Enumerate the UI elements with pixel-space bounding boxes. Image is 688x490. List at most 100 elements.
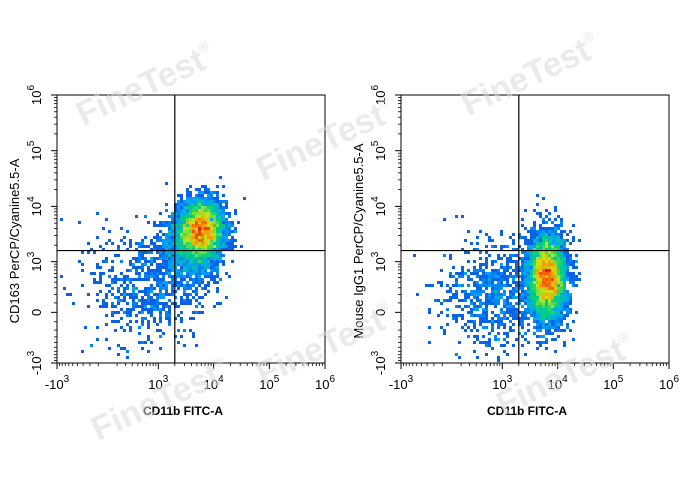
event-bin bbox=[189, 278, 192, 281]
event-bin bbox=[569, 293, 572, 296]
event-bin bbox=[177, 314, 180, 317]
event-bin bbox=[198, 275, 201, 278]
event-bin bbox=[476, 269, 479, 272]
event-bin bbox=[509, 326, 512, 329]
event-bin bbox=[491, 287, 494, 290]
event-bin bbox=[464, 290, 467, 293]
event-bin bbox=[533, 275, 536, 278]
event-bin bbox=[135, 272, 138, 275]
event-bin bbox=[180, 194, 183, 197]
event-bin bbox=[225, 221, 228, 224]
event-bin bbox=[123, 236, 126, 239]
event-bin bbox=[111, 293, 114, 296]
event-bin bbox=[533, 314, 536, 317]
event-bin bbox=[473, 293, 476, 296]
event-bin bbox=[518, 236, 521, 239]
event-bin bbox=[108, 239, 111, 242]
event-bin bbox=[213, 215, 216, 218]
event-bin bbox=[132, 290, 135, 293]
event-bin bbox=[521, 290, 524, 293]
event-bin bbox=[569, 254, 572, 257]
event-bin bbox=[189, 329, 192, 332]
event-bin bbox=[198, 281, 201, 284]
event-bin bbox=[213, 245, 216, 248]
event-bin bbox=[174, 239, 177, 242]
event-bin bbox=[207, 272, 210, 275]
event-bin bbox=[551, 251, 554, 254]
event-bin bbox=[554, 206, 557, 209]
event-bin bbox=[545, 347, 548, 350]
event-bin bbox=[192, 239, 195, 242]
event-bin bbox=[497, 293, 500, 296]
event-bin bbox=[476, 293, 479, 296]
event-bin bbox=[512, 293, 515, 296]
event-bin bbox=[491, 278, 494, 281]
event-bin bbox=[180, 248, 183, 251]
event-bin bbox=[503, 269, 506, 272]
event-bin bbox=[482, 326, 485, 329]
event-bin bbox=[521, 287, 524, 290]
event-bin bbox=[473, 248, 476, 251]
event-bin bbox=[198, 215, 201, 218]
event-bin bbox=[548, 236, 551, 239]
event-bin bbox=[96, 299, 99, 302]
event-bin bbox=[174, 251, 177, 254]
event-bin bbox=[189, 221, 192, 224]
event-bin bbox=[186, 254, 189, 257]
event-bin bbox=[521, 251, 524, 254]
event-bin bbox=[174, 218, 177, 221]
event-bin bbox=[485, 260, 488, 263]
event-bin bbox=[210, 227, 213, 230]
event-bin bbox=[524, 209, 527, 212]
event-bin bbox=[123, 311, 126, 314]
event-bin bbox=[144, 275, 147, 278]
event-bin bbox=[551, 263, 554, 266]
event-bin bbox=[458, 356, 461, 359]
event-bin bbox=[518, 257, 521, 260]
event-bin bbox=[201, 251, 204, 254]
event-bin bbox=[132, 305, 135, 308]
event-bin bbox=[524, 227, 527, 230]
event-bin bbox=[488, 320, 491, 323]
event-bin bbox=[497, 284, 500, 287]
event-bin bbox=[530, 233, 533, 236]
event-bin bbox=[216, 272, 219, 275]
event-bin bbox=[509, 260, 512, 263]
event-bin bbox=[497, 281, 500, 284]
event-bin bbox=[177, 305, 180, 308]
event-bin bbox=[231, 260, 234, 263]
y-tick-label: 0 bbox=[29, 309, 44, 316]
event-bin bbox=[156, 224, 159, 227]
event-bin bbox=[201, 236, 204, 239]
event-bin bbox=[135, 260, 138, 263]
event-bin bbox=[554, 308, 557, 311]
event-bin bbox=[219, 176, 222, 179]
event-bin bbox=[530, 281, 533, 284]
event-bin bbox=[210, 212, 213, 215]
event-bin bbox=[192, 281, 195, 284]
event-bin bbox=[548, 278, 551, 281]
event-bin bbox=[473, 341, 476, 344]
event-bin bbox=[165, 251, 168, 254]
event-bin bbox=[563, 299, 566, 302]
event-bin bbox=[159, 236, 162, 239]
event-bin bbox=[159, 311, 162, 314]
event-bin bbox=[461, 317, 464, 320]
event-bin bbox=[536, 302, 539, 305]
event-bin bbox=[563, 230, 566, 233]
event-bin bbox=[114, 320, 117, 323]
event-bin bbox=[533, 263, 536, 266]
event-bin bbox=[180, 260, 183, 263]
event-bin bbox=[476, 236, 479, 239]
event-bin bbox=[452, 293, 455, 296]
event-bin bbox=[228, 242, 231, 245]
event-bin bbox=[530, 263, 533, 266]
event-bin bbox=[551, 302, 554, 305]
event-bin bbox=[144, 251, 147, 254]
event-bin bbox=[198, 230, 201, 233]
event-bin bbox=[455, 296, 458, 299]
event-bin bbox=[473, 260, 476, 263]
event-bin bbox=[491, 323, 494, 326]
event-bin bbox=[482, 281, 485, 284]
event-bin bbox=[548, 311, 551, 314]
